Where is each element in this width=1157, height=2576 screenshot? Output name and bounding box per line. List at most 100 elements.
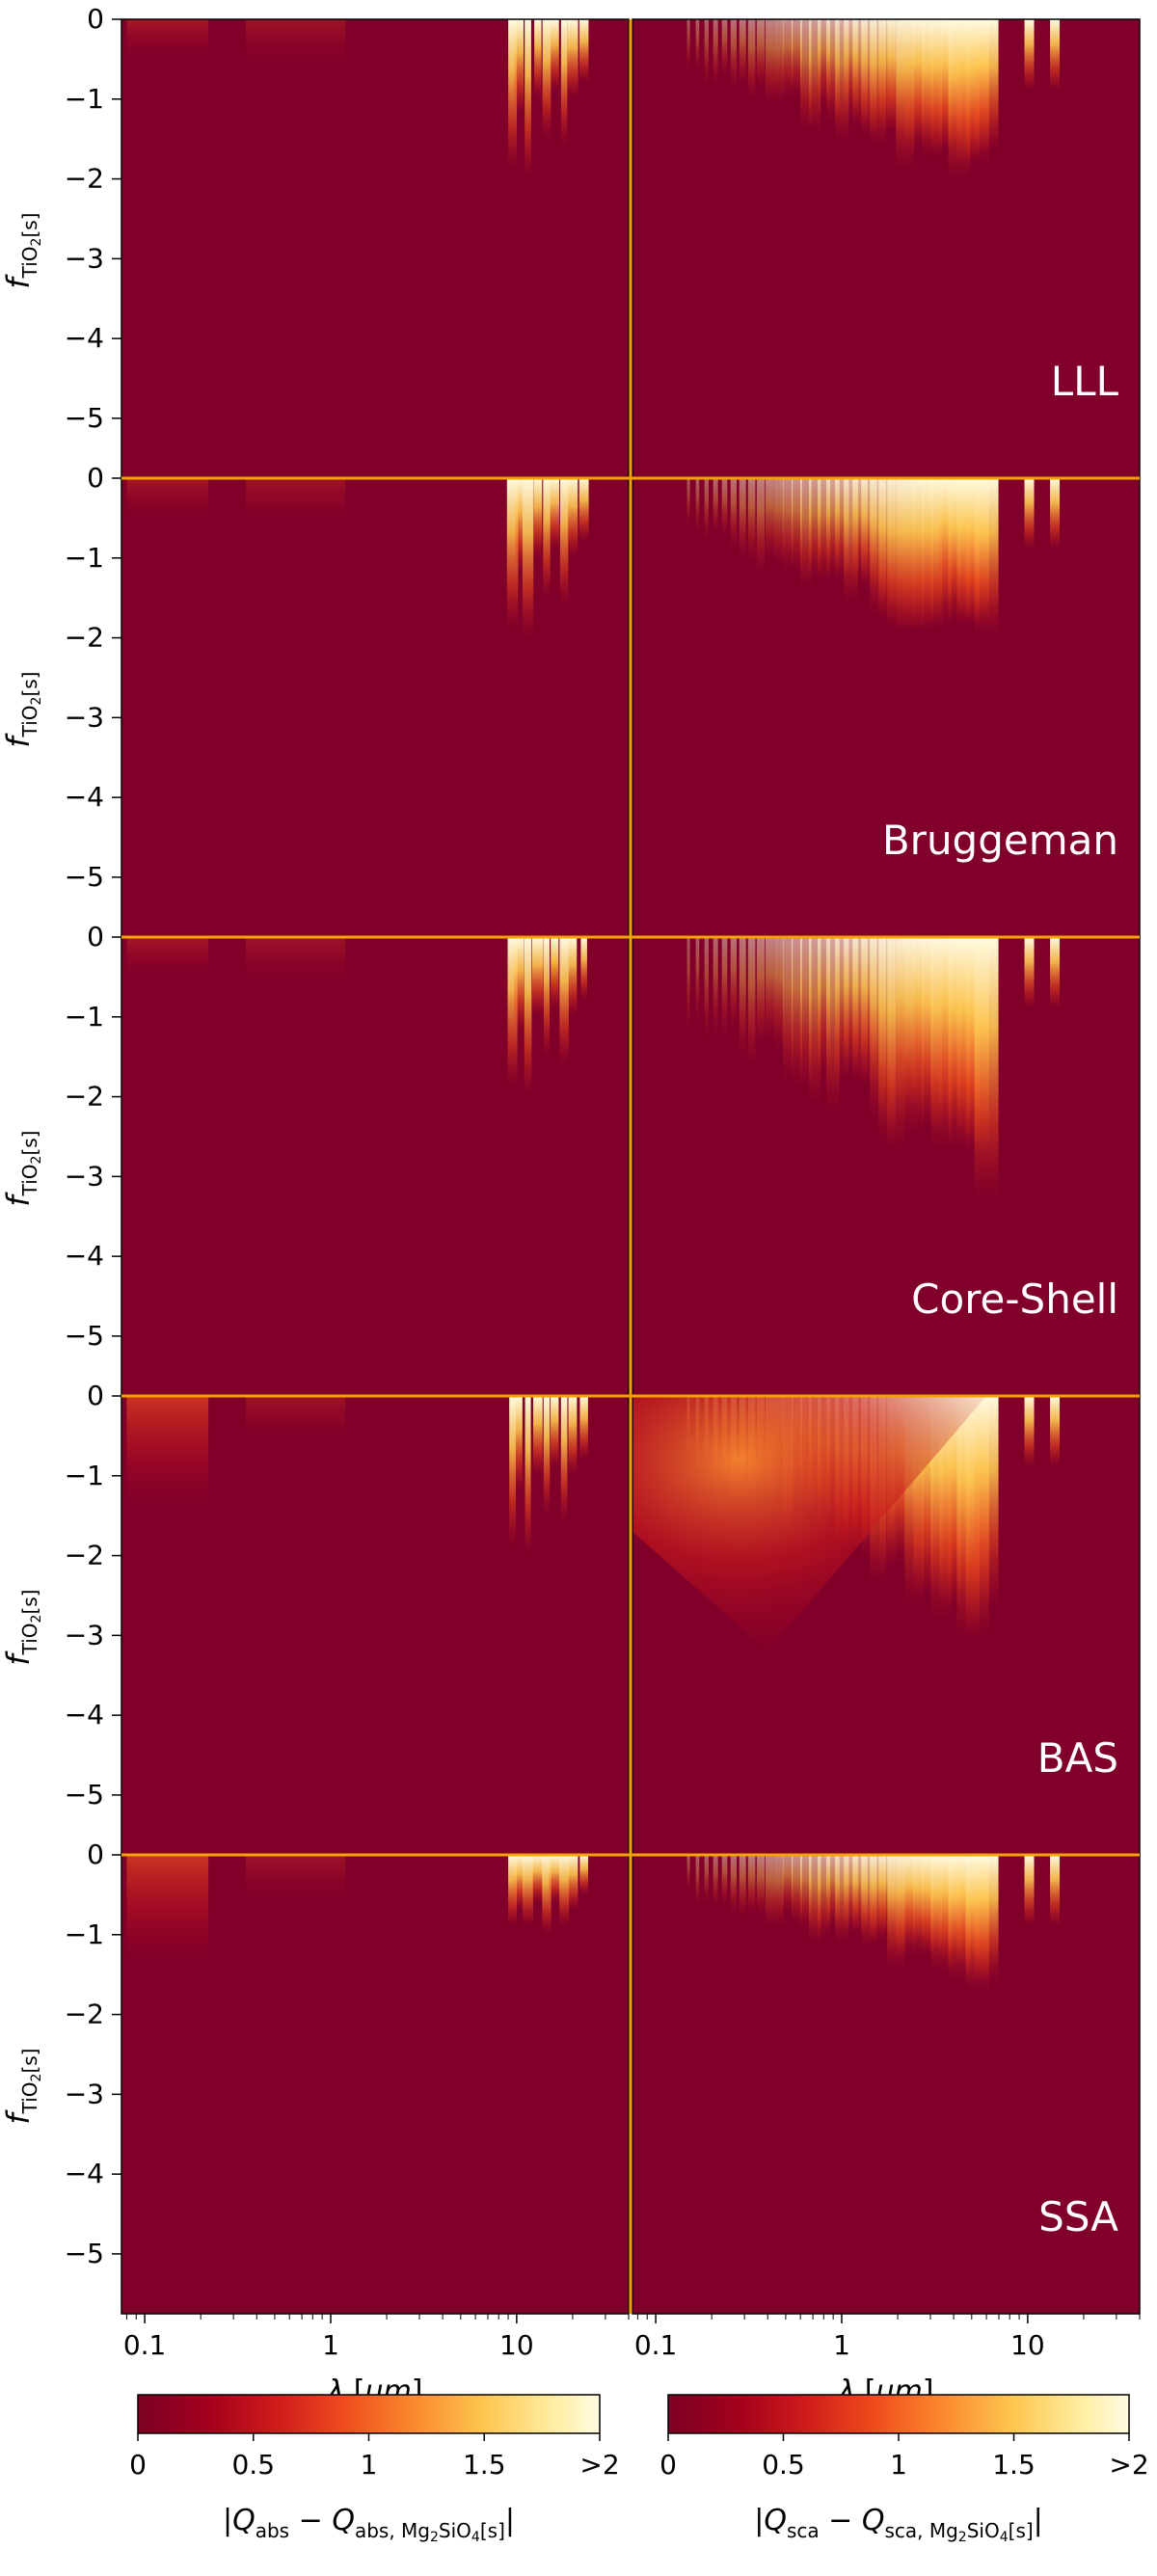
resonance-band bbox=[721, 937, 728, 1038]
scattering-region bbox=[632, 1396, 987, 1651]
y-tick-label: −2 bbox=[65, 1081, 104, 1113]
resonance-band bbox=[713, 478, 718, 536]
y-tick-label: −1 bbox=[65, 1001, 104, 1033]
resonance-band bbox=[560, 19, 568, 148]
resonance-band bbox=[713, 19, 718, 87]
axes: LLL Bruggeman Core-Shell BAS SSA 0 −1 −2 −3 −4 −5 f… bbox=[0, 3, 1141, 2408]
resonance-band bbox=[765, 19, 774, 104]
resonance-band bbox=[525, 1396, 531, 1556]
y-tick-label: −4 bbox=[65, 781, 104, 813]
resonance-band bbox=[695, 19, 700, 73]
resonance-band bbox=[765, 1855, 774, 1928]
resonance-band bbox=[550, 19, 559, 92]
resonance-band bbox=[559, 478, 569, 606]
colorbar-tick-label: >2 bbox=[579, 2449, 619, 2481]
uv-feature bbox=[126, 937, 209, 978]
resonance-band bbox=[1024, 19, 1035, 92]
uv-feature bbox=[246, 937, 346, 985]
method-label: Core-Shell bbox=[911, 1275, 1118, 1323]
colorbar-abs: 0 0.5 1 1.5 >2 |Qabs − Qabs, Mg2SiO4[s]| bbox=[129, 2394, 620, 2545]
heatmap-abs-4 bbox=[121, 1854, 630, 2315]
y-tick-label: −3 bbox=[65, 2078, 104, 2109]
resonance-band bbox=[739, 478, 746, 560]
resonance-band bbox=[522, 478, 534, 638]
y-tick-label: −4 bbox=[65, 1699, 104, 1731]
y-tick-label: −1 bbox=[65, 542, 104, 574]
x-tick-label: 0.1 bbox=[634, 2329, 678, 2361]
y-axis-label: fTiO2[s] bbox=[0, 213, 44, 289]
y-tick-label: −5 bbox=[65, 861, 104, 893]
resonance-band bbox=[773, 937, 784, 1052]
heatmap-sca-0 bbox=[632, 18, 1141, 479]
resonance-band bbox=[508, 1855, 518, 1927]
resonance-band bbox=[739, 1855, 746, 1919]
resonance-band bbox=[508, 19, 518, 172]
resonance-band bbox=[524, 937, 532, 1097]
y-tick-label: −1 bbox=[65, 83, 104, 115]
resonance-band bbox=[791, 1855, 802, 1923]
heatmap-sca-1 bbox=[632, 477, 1141, 938]
colorbar-tick-label: 1.5 bbox=[992, 2449, 1036, 2481]
resonance-band bbox=[686, 478, 690, 528]
resonance-band bbox=[791, 937, 802, 1087]
resonance-band bbox=[791, 19, 802, 96]
resonance-band bbox=[730, 1855, 738, 1915]
resonance-band bbox=[974, 1855, 999, 1982]
resonance-band bbox=[756, 1855, 766, 1917]
resonance-band bbox=[704, 1855, 709, 1904]
resonance-band bbox=[721, 478, 728, 537]
resonance-band bbox=[531, 937, 544, 1017]
y-tick-label: −2 bbox=[65, 1540, 104, 1571]
y-tick-label: −5 bbox=[65, 1320, 104, 1352]
resonance-band bbox=[747, 937, 756, 1069]
resonance-band bbox=[542, 1855, 552, 1935]
resonance-band bbox=[1050, 478, 1061, 550]
y-tick-label: −1 bbox=[65, 1460, 104, 1491]
y-tick-label: 0 bbox=[87, 1380, 104, 1411]
y-tick-label: −3 bbox=[65, 1160, 104, 1192]
y-axis-label: fTiO2[s] bbox=[0, 2049, 44, 2125]
heatmap-sca-2 bbox=[632, 936, 1141, 1397]
resonance-band bbox=[713, 937, 718, 1037]
resonance-band bbox=[1050, 19, 1061, 92]
resonance-band bbox=[559, 937, 569, 1065]
resonance-band bbox=[549, 1855, 561, 1903]
resonance-band bbox=[568, 937, 578, 1017]
resonance-band bbox=[974, 1396, 999, 1607]
resonance-band bbox=[515, 478, 524, 575]
x-tick-label: 1 bbox=[322, 2329, 339, 2361]
y-tick-label: −2 bbox=[65, 1999, 104, 2030]
resonance-band bbox=[515, 1396, 523, 1492]
resonance-band bbox=[506, 478, 519, 631]
resonance-band bbox=[567, 478, 578, 558]
y-tick-label: −1 bbox=[65, 1919, 104, 1950]
resonance-band bbox=[974, 937, 999, 1199]
resonance-band bbox=[1024, 478, 1035, 550]
resonance-band bbox=[534, 19, 542, 99]
resonance-band bbox=[730, 19, 738, 90]
colorbar-gradient bbox=[137, 2394, 601, 2434]
colorbar-tick-label: 0 bbox=[129, 2449, 147, 2481]
resonance-band bbox=[686, 937, 690, 1035]
y-tick-label: −3 bbox=[65, 1619, 104, 1650]
y-tick-label: −5 bbox=[65, 1779, 104, 1811]
heatmap-sca-4 bbox=[632, 1854, 1141, 2315]
x-tick-label: 0.1 bbox=[123, 2329, 167, 2361]
heatmap-panels bbox=[121, 18, 1141, 2315]
resonance-band bbox=[782, 1855, 794, 1914]
resonance-band bbox=[578, 19, 589, 84]
resonance-band bbox=[543, 937, 551, 1058]
resonance-band bbox=[532, 1396, 543, 1476]
y-axis-label: fTiO2[s] bbox=[0, 1590, 44, 1666]
resonance-band bbox=[543, 1396, 551, 1516]
method-label: SSA bbox=[1038, 2193, 1118, 2241]
resonance-band bbox=[551, 1396, 559, 1468]
resonance-band bbox=[721, 1855, 728, 1906]
resonance-band bbox=[567, 19, 578, 99]
y-tick-label: 0 bbox=[87, 921, 104, 953]
colorbar-tick-label: 1 bbox=[361, 2449, 378, 2481]
y-tick-label: −4 bbox=[65, 322, 104, 354]
resonance-band bbox=[799, 1855, 812, 1928]
resonance-band bbox=[974, 478, 999, 635]
